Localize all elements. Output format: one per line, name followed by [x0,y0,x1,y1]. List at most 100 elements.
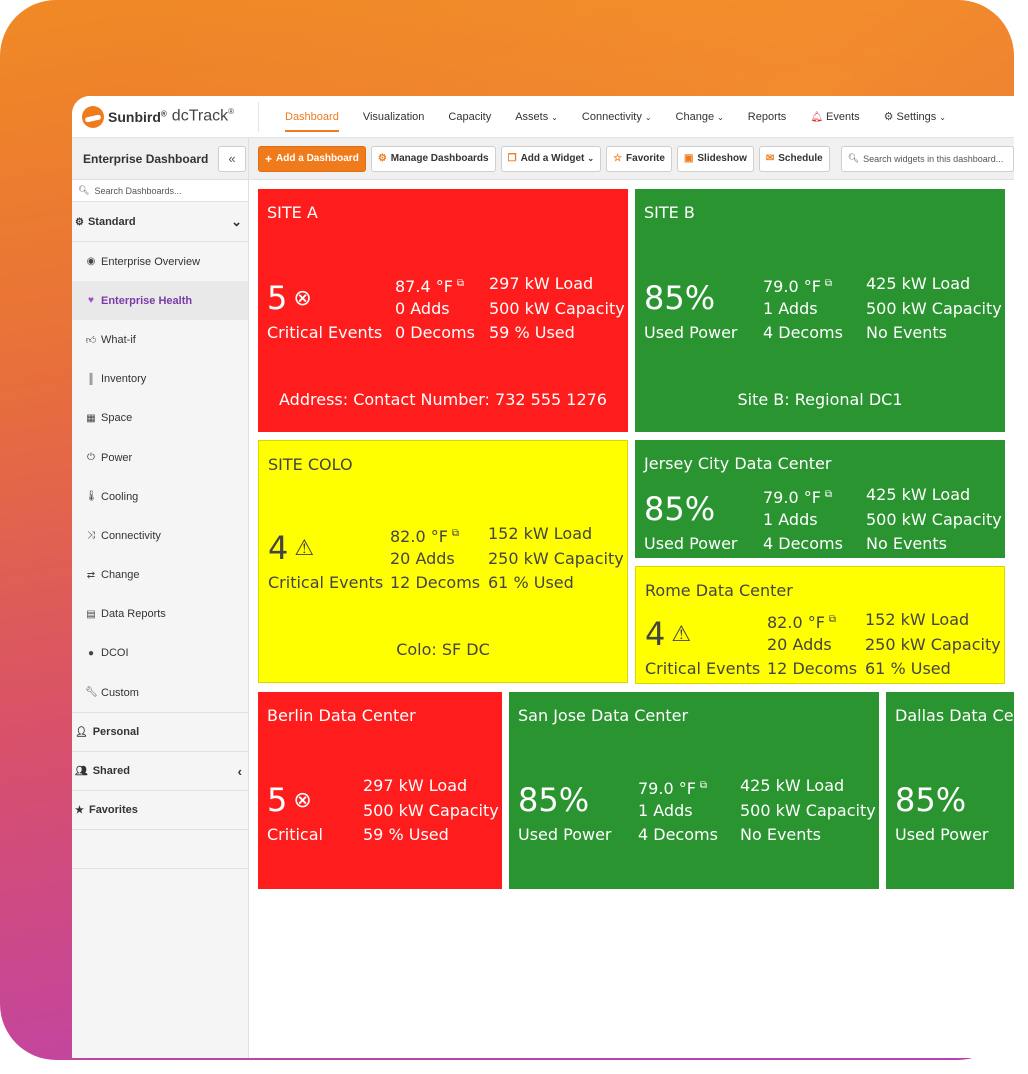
bell-icon: 🔔︎ [810,111,824,123]
used: 59 % Used [489,323,575,342]
tile-berlin[interactable]: Berlin Data Center 5 ⊗ Critical 297 kW Lo… [258,692,502,889]
widget-search-input[interactable]: 🔍︎ Search widgets in this dashboard... [840,145,1014,172]
sidebar-item-label: Change [101,569,140,582]
metric-label: Critical Events [267,323,383,342]
adds: 0 Adds [395,299,450,318]
group-favorites[interactable]: ★ Favorites [72,790,248,829]
tile-site-b[interactable]: SITE B 85% Used Power 79.0 °F ⧉ 1 Adds 4 … [635,189,1005,432]
main-nav: Dashboard Visualization Capacity Assets ⌄… [259,96,970,138]
adds: 20 Adds [767,635,832,654]
nav-visualization[interactable]: Visualization [362,110,425,123]
envelope-icon: ✉ [765,153,775,164]
slideshow-button[interactable]: ▣ Slideshow [676,145,754,172]
error-circle-icon: ⊗ [293,788,312,813]
thumbs-up-icon: 👍︎ [85,334,97,346]
nav-connectivity[interactable]: Connectivity ⌄ [582,96,652,138]
group-shared[interactable]: 👥︎ Shared ‹ [72,751,248,790]
warning-icon: ⚠ [294,536,315,561]
sidebar-divider [72,868,248,907]
collapse-sidebar-button[interactable]: « [218,145,246,172]
external-link-icon: ⧉ [451,528,460,539]
sidebar-item-label: Cooling [101,490,139,503]
sidebar-divider [72,829,248,868]
nav-change[interactable]: Change ⌄ [676,96,724,138]
logo[interactable]: Sunbird® dcTrack® [72,101,259,132]
sidebar-item-label: Enterprise Overview [101,255,201,268]
dashboard-search-input[interactable]: 🔍︎ Search Dashboards... [72,180,248,202]
dashboard-toolbar: + Add a Dashboard ⚙ Manage Dashboards ❐ Add… [249,138,1014,180]
sidebar-item-cooling[interactable]: 🌡︎ Cooling [72,477,248,516]
nav-events[interactable]: 🔔︎ Events [810,96,859,138]
external-link-icon: ⧉ [824,278,833,289]
tile-title: Berlin Data Center [267,706,416,725]
decoms: 0 Decoms [395,323,475,342]
capacity: 500 kW Capacity [866,510,1002,529]
nav-assets-label: Assets [515,110,549,123]
used: 61 % Used [865,659,951,678]
sidebar-item-enterprise-overview[interactable]: ◉ Enterprise Overview [72,242,248,281]
nav-reports[interactable]: Reports [747,110,787,123]
sidebar-item-change[interactable]: ⇄ Change [72,556,248,595]
tile-san-jose[interactable]: San Jose Data Center 85% Used Power 79.0… [509,692,879,889]
nav-capacity[interactable]: Capacity [448,110,492,123]
widget-search-placeholder: Search widgets in this dashboard... [863,153,1004,164]
sidebar-item-label: DCOI [101,647,129,660]
manage-dashboards-button[interactable]: ⚙ Manage Dashboards [370,145,496,172]
tile-footer: Site B: Regional DC1 [737,390,903,409]
sidebar-item-enterprise-health[interactable]: ♥ Enterprise Health [72,281,248,321]
events: No Events [866,323,948,342]
sidebar-item-dcoi[interactable]: ● DCOI [72,634,248,673]
temperature: 87.4 °F ⧉ [395,272,464,300]
wrench-icon: 🔧︎ [85,687,98,699]
add-dashboard-button[interactable]: + Add a Dashboard [258,145,366,172]
load: 152 kW Load [488,524,593,543]
add-widget-button[interactable]: ❐ Add a Widget ⌄ [500,145,602,172]
used-power-value: 85% [895,781,967,819]
users-icon: 👥︎ [75,766,88,778]
tile-dallas[interactable]: Dallas Data Cen 85% Used Power [886,692,1014,889]
sidebar-item-power[interactable]: ⏻ Power [72,438,248,477]
group-personal[interactable]: 👤︎ Personal [72,712,248,751]
nav-change-label: Change [675,110,715,123]
nav-connectivity-label: Connectivity [581,110,642,123]
nav-settings-label: Settings [896,110,937,123]
nav-assets[interactable]: Assets ⌄ [515,96,558,138]
sidebar-item-label: Space [101,412,133,425]
tile-title: Jersey City Data Center [644,454,832,473]
events: No Events [740,825,822,844]
tile-rome[interactable]: Rome Data Center 4 ⚠ Critical Events 82.0… [635,566,1005,684]
tile-site-a[interactable]: SITE A 5 ⊗ Critical Events 87.4 °F ⧉ 0 Add… [258,189,628,432]
chevron-down-icon: ⌄ [644,112,652,122]
product-name: dcTrack® [171,107,235,125]
tile-title: Rome Data Center [645,581,793,600]
favorite-button[interactable]: ☆ Favorite [606,145,672,172]
external-link-icon: ⧉ [828,614,837,625]
cubes-icon: ▦ [86,412,96,424]
capacity: 500 kW Capacity [489,299,625,318]
thermometer-icon: 🌡︎ [85,491,98,503]
nav-dashboard[interactable]: Dashboard [285,96,339,138]
load: 425 kW Load [866,274,971,293]
tile-jersey-city[interactable]: Jersey City Data Center 85% Used Power 7… [635,440,1005,558]
sidebar-item-data-reports[interactable]: ▤ Data Reports [72,595,248,634]
sidebar-item-space[interactable]: ▦ Space [72,399,248,438]
decoms: 4 Decoms [763,323,843,342]
cogs-icon: ⚙ [75,216,84,228]
tile-site-colo[interactable]: SITE COLO 4 ⚠ Critical Events 82.0 °F ⧉ 20… [258,440,628,683]
schedule-button[interactable]: ✉ Schedule [758,145,830,172]
sidebar-item-label: Custom [101,686,139,699]
critical-count: 4 ⚠ [268,530,314,567]
sidebar-item-what-if[interactable]: 👍︎ What-if [72,320,248,359]
external-link-icon: ⧉ [824,489,833,500]
used: 59 % Used [363,825,449,844]
user-icon: 👤︎ [75,727,88,739]
sidebar-item-connectivity[interactable]: ⤨ Connectivity [72,516,248,555]
decoms: 4 Decoms [638,825,718,844]
tile-title: SITE COLO [268,455,353,474]
sidebar-item-inventory[interactable]: ║ Inventory [72,360,248,399]
sidebar-item-custom[interactable]: 🔧︎ Custom [72,673,248,712]
group-standard[interactable]: ⚙ Standard ⌄ [72,202,248,242]
critical-count-value: 4 [268,529,289,567]
nav-settings[interactable]: ⚙ Settings ⌄ [884,96,946,138]
sidebar-item-label: Power [101,451,133,464]
